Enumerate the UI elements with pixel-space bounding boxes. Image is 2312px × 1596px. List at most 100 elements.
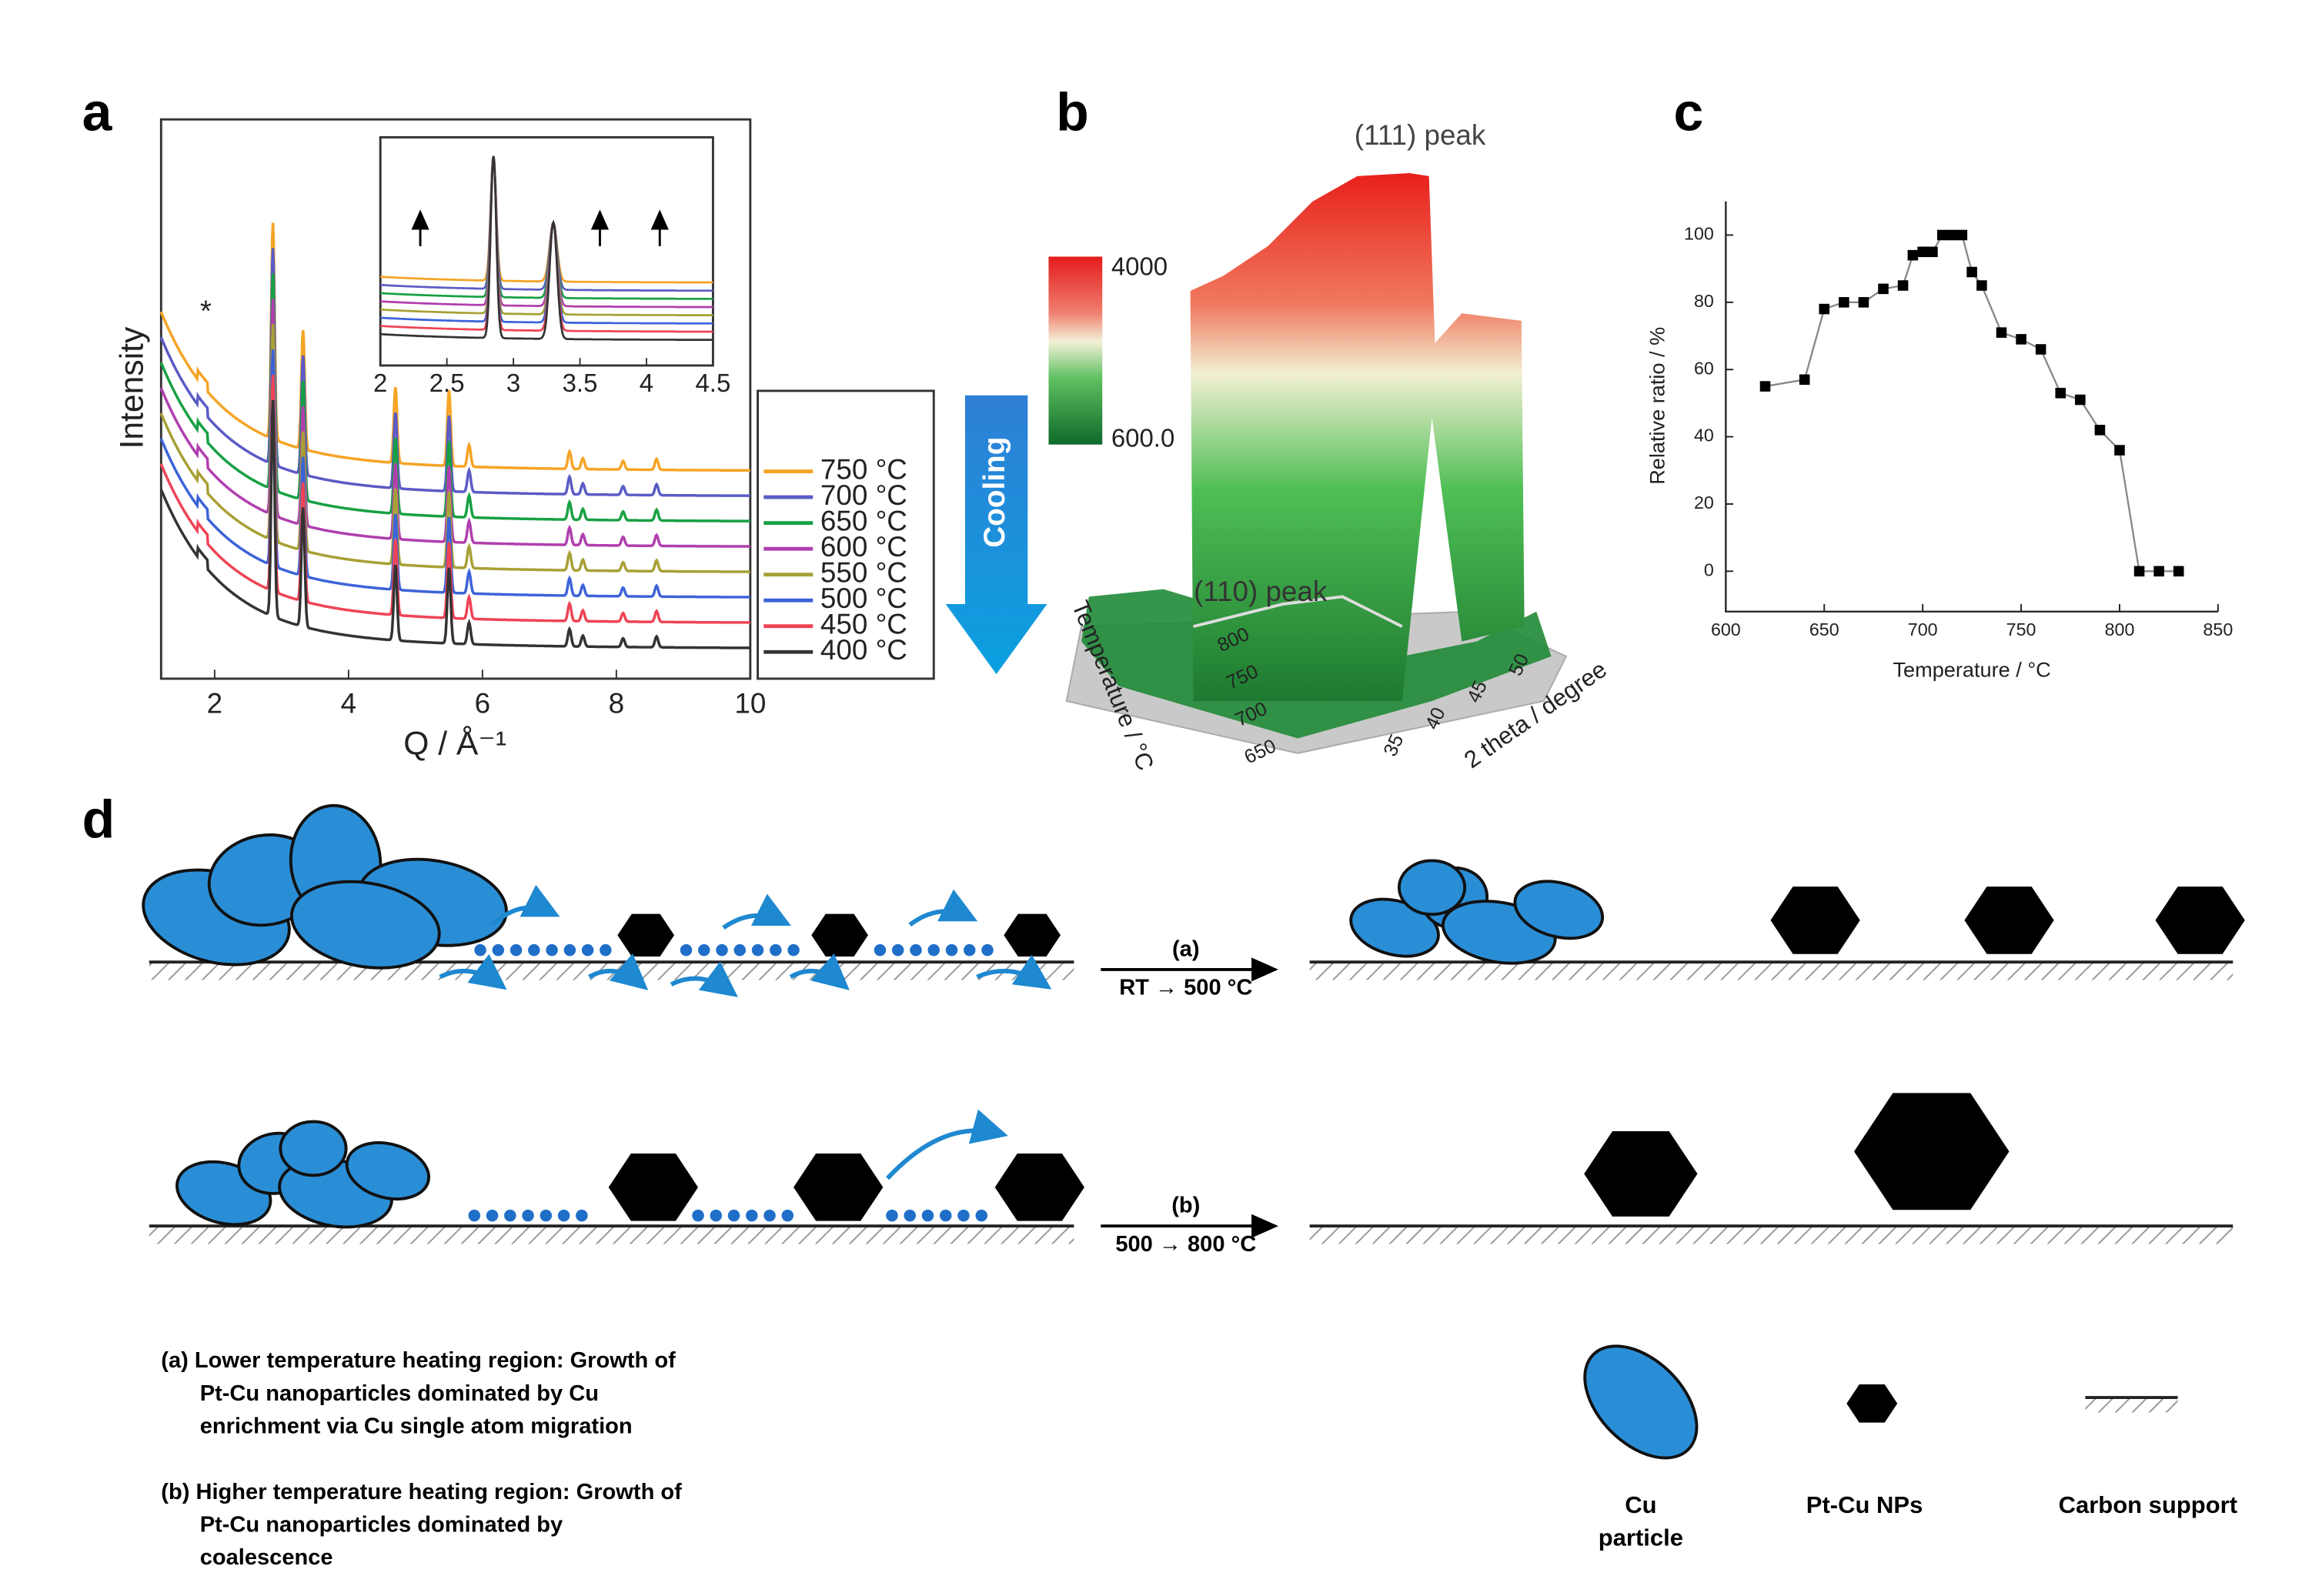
cu-atom [939,1209,952,1222]
cu-atom [727,1209,740,1222]
data-point [2075,394,2086,406]
inset-tick-label: 2 [373,369,387,397]
caption: (a) Lower temperature heating region: Gr… [161,1348,676,1373]
inset-tick-label: 3 [506,369,520,397]
cu-atom [874,943,887,957]
data-point [1839,297,1849,308]
pt-cu-particle [994,1154,1084,1221]
cu-atom [733,943,747,957]
migration-arrow [439,953,507,990]
data-point [1907,249,1919,261]
x-tick-label: 6 [475,688,490,720]
colorbar-label: 600.0 [1111,424,1174,452]
migration-arrow [588,953,649,990]
cu-atom [751,943,764,957]
cu-atom [921,1209,934,1222]
axes [1725,201,2218,613]
cu-atom [522,1209,534,1222]
legend-label: 550 °C [820,556,907,588]
data-point [1917,246,1928,258]
carbon-hatch [149,1226,1074,1244]
inset-tick-label: 4 [640,369,653,397]
pt-cu-particle [1846,1384,1898,1423]
x-axis-label: Temperature / °C [1893,657,2050,681]
legend-box [757,389,935,680]
cu-atom [504,1209,516,1222]
cu-particle [1349,897,1440,958]
intensity-curve [159,324,750,573]
data-point [1878,283,1889,295]
cu-atom [474,943,486,957]
x-tick-label: 10 [734,688,766,720]
step-range: 500 → 800 °C [1115,1232,1256,1257]
pt-cu-particle [1964,886,2054,954]
cu-atom [540,1209,553,1222]
cu-atom [546,943,558,957]
panel-label: c [1674,82,1704,142]
cu-atom [927,943,940,957]
data-point [2133,566,2145,577]
intensity-curve [159,248,750,498]
caption: (b) Higher temperature heating region: G… [161,1480,682,1504]
inset-tick-label: 4.5 [695,369,730,397]
cu-atom [770,943,782,957]
x-tick-label: 800 [2105,619,2135,639]
cu-particle [279,1120,348,1177]
x-tick-label: 850 [2203,619,2233,639]
legend-label: Carbon support [2059,1491,2238,1518]
data-point [2055,388,2066,399]
y-tick-label: 60 [1694,358,1714,378]
cu-particle [345,1141,431,1200]
step-range: RT → 500 °C [1119,976,1252,1000]
cu-atom [746,1209,758,1222]
pt-cu-particle [608,1154,699,1221]
cu-atom [904,1209,916,1222]
data-point [1759,381,1771,392]
pt-cu-particle [1584,1130,1698,1217]
data-point [1936,229,1948,241]
x-tick-label: 600 [1711,619,1741,639]
panel-label: d [82,789,115,849]
cu-atom [975,1209,987,1222]
cu-atom [468,1209,481,1222]
cu-atom [680,943,693,957]
inset-tick-label: 3.5 [563,369,598,397]
surface-ridge [1192,595,1403,629]
cu-atom [581,943,594,957]
cooling-label: Cooling [978,437,1011,548]
inset-curve [380,155,713,341]
cu-atom [716,943,728,957]
x-tick-label: 700 [1908,619,1938,639]
y-tick-label: 100 [1684,224,1714,244]
intensity-curve [159,375,750,624]
y-tick-label: 0 [1704,559,1714,579]
pt-cu-particle [811,913,868,957]
pt-cu-particle [1004,913,1061,957]
intensity-curve [159,299,750,548]
carbon-hatch [1309,1226,2233,1244]
cu-atom [957,1209,970,1222]
data-point [1819,303,1830,315]
cu-atom [710,1209,723,1222]
migration-arrow [670,961,738,997]
cu-atom [781,1209,794,1222]
cu-atom [698,943,710,957]
y-axis-label: Intensity [114,326,151,449]
data-point [2016,334,2026,345]
legend-label: 500 °C [820,583,907,614]
cu-atom [492,943,505,957]
colorbar [1048,256,1103,445]
colorbar-label: 4000 [1111,252,1168,281]
intensity-curve [159,349,750,599]
data-point [1858,297,1869,308]
migration-arrow [886,1109,1008,1180]
cu-atom [910,943,922,957]
migration-arrow [490,884,560,927]
migration-arrow [722,893,791,930]
cu-atom [891,943,904,957]
y-axis-label: Relative ratio / % [1645,327,1669,485]
data-point [2114,445,2125,456]
migration-arrow [976,954,1052,990]
pt-cu-particle [617,913,675,957]
